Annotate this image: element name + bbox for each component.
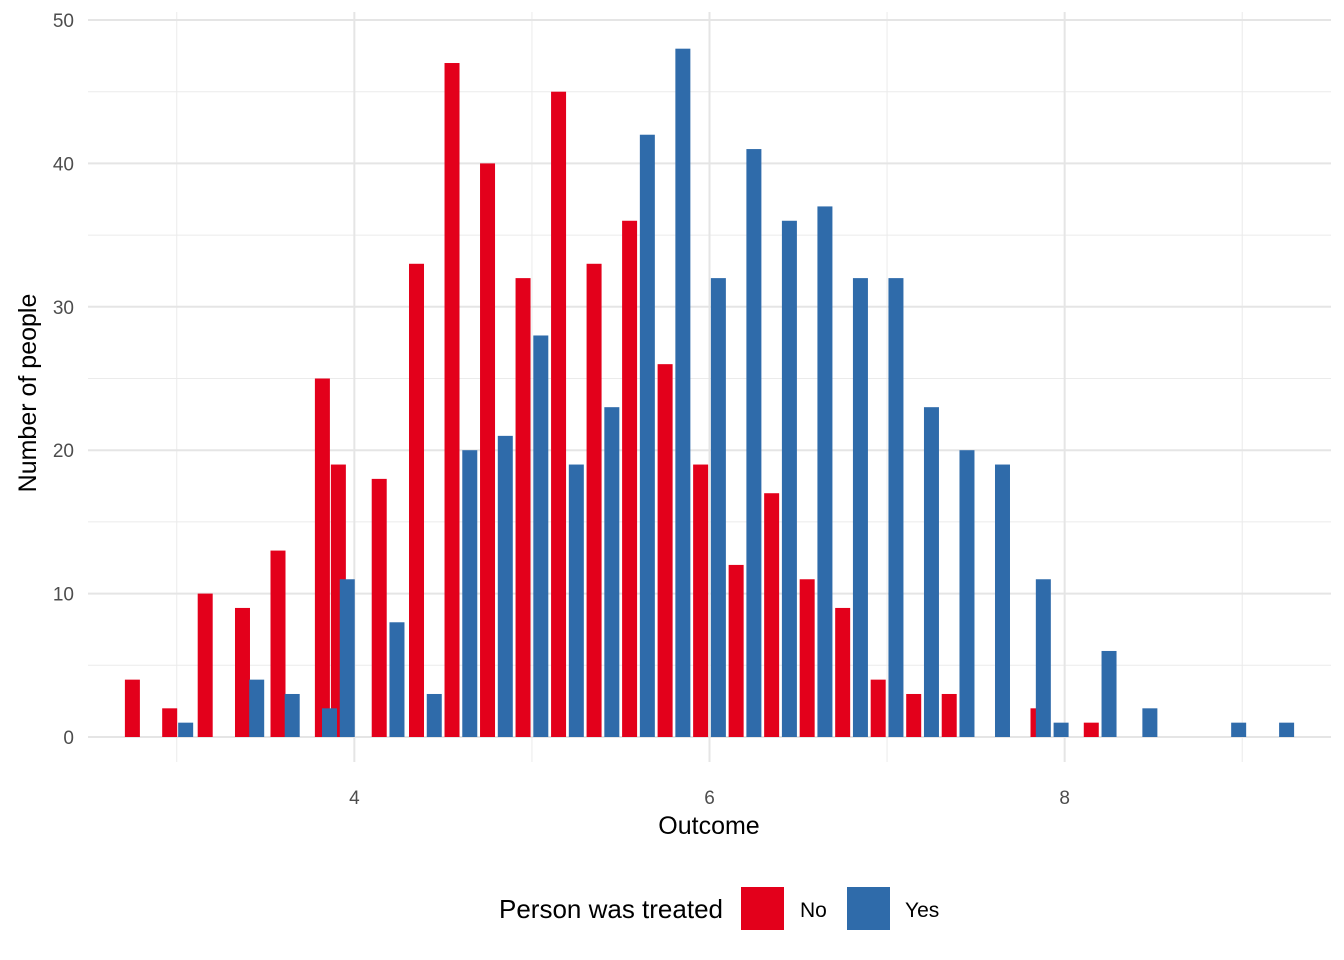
legend-label-no: No — [800, 899, 827, 922]
bar-yes — [1035, 579, 1051, 737]
bar-no — [444, 63, 460, 737]
y-tick-label: 40 — [53, 154, 74, 175]
legend-swatch-yes — [847, 887, 890, 930]
bar-yes — [1053, 722, 1069, 737]
bar-no — [162, 708, 178, 737]
bar-no — [693, 464, 709, 737]
bar-yes — [1142, 708, 1158, 737]
legend: Person was treated No Yes — [499, 887, 939, 930]
bar-no — [409, 263, 425, 737]
bar-yes — [1101, 650, 1117, 737]
y-tick-label: 10 — [53, 585, 74, 606]
bar-yes — [284, 693, 300, 737]
bar-no — [941, 693, 957, 737]
bar-yes — [639, 134, 655, 738]
x-axis-title: Outcome — [658, 812, 759, 840]
bars — [124, 48, 1295, 738]
bar-no — [270, 550, 286, 737]
bar-no — [870, 679, 886, 737]
x-tick-label: 6 — [704, 788, 715, 809]
bar-no — [197, 593, 213, 737]
bar-yes — [462, 450, 478, 737]
bar-no — [906, 693, 922, 737]
y-tick-labels: 0 10 20 30 40 50 — [53, 11, 74, 749]
bar-yes — [923, 407, 939, 737]
bar-yes — [710, 278, 726, 737]
bar-yes — [249, 679, 265, 737]
y-tick-label: 30 — [53, 298, 74, 319]
legend-swatch-no — [741, 887, 784, 930]
bar-no — [314, 378, 330, 737]
bar-yes — [994, 464, 1010, 737]
bar-no — [1083, 722, 1099, 737]
bar-yes — [959, 450, 975, 737]
bar-yes — [1231, 722, 1247, 737]
bar-yes — [178, 722, 194, 737]
bar-no — [657, 364, 673, 737]
bar-no — [124, 679, 140, 737]
bar-yes — [746, 149, 762, 737]
bar-yes — [604, 407, 620, 737]
bar-yes — [852, 278, 868, 737]
bar-no — [551, 91, 567, 737]
bar-yes — [389, 622, 405, 737]
bar-no — [480, 163, 496, 737]
bar-no — [728, 564, 744, 737]
bar-no — [515, 278, 531, 737]
bar-yes — [497, 435, 513, 737]
bar-no — [835, 607, 851, 737]
bar-yes — [533, 335, 549, 737]
legend-title: Person was treated — [499, 894, 723, 924]
bar-yes — [888, 278, 904, 737]
legend-label-yes: Yes — [905, 899, 939, 922]
y-tick-label: 0 — [63, 728, 74, 749]
x-tick-labels: 4 6 8 — [349, 788, 1070, 809]
bar-yes — [781, 220, 797, 737]
x-tick-label: 4 — [349, 788, 360, 809]
y-axis-title: Number of people — [14, 294, 42, 493]
bar-no — [371, 478, 387, 737]
bar-yes — [817, 206, 833, 738]
y-tick-label: 20 — [53, 441, 74, 462]
y-tick-label: 50 — [53, 11, 74, 32]
bar-no — [764, 493, 780, 737]
bar-yes — [675, 48, 691, 738]
bar-no — [586, 263, 602, 737]
bar-yes — [1279, 722, 1295, 737]
bar-yes — [321, 708, 337, 737]
major-gridlines — [88, 12, 1331, 762]
bar-yes — [568, 464, 584, 737]
bar-no — [622, 220, 638, 737]
bar-yes — [426, 693, 442, 737]
bar-no — [234, 607, 250, 737]
x-tick-label: 8 — [1059, 788, 1070, 809]
bar-yes — [339, 579, 355, 737]
bar-no — [799, 579, 815, 737]
